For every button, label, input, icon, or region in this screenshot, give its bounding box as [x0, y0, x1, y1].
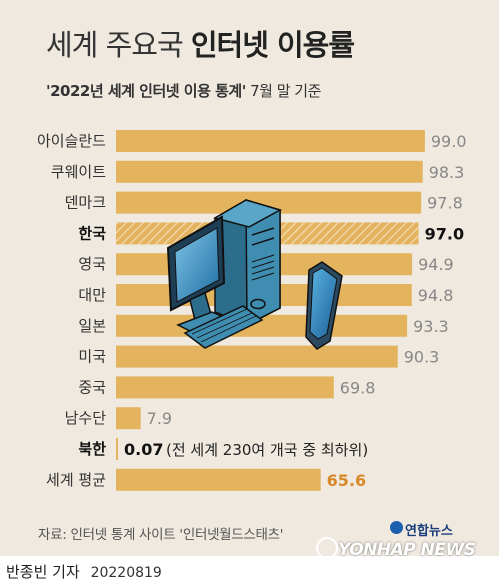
title-bold: 인터넷 이용률 — [190, 28, 355, 62]
category-label-덴마크: 덴마크 — [65, 194, 106, 212]
value-label-북한: 0.07 — [124, 440, 163, 459]
bar-chart: 아이슬란드 99.0 쿠웨이트 98.3 덴마크 97.8 한국 97.0 영국 94.9 대만 94… — [37, 130, 467, 491]
value-label-쿠웨이트: 98.3 — [429, 163, 465, 182]
value-label-남수단: 7.9 — [147, 409, 172, 428]
reporter-name: 반종빈 기자 — [6, 563, 80, 581]
title-light: 세계 주요국 — [46, 28, 184, 62]
yonhap-logo-icon — [390, 521, 403, 534]
category-label-한국: 한국 — [78, 224, 106, 242]
value-label-영국: 94.9 — [418, 255, 454, 274]
computer-illustration — [166, 198, 343, 350]
value-label-덴마크: 97.8 — [427, 194, 463, 213]
bar-중국 — [116, 376, 334, 399]
bar-아이슬란드 — [116, 130, 425, 152]
bar-남수단 — [116, 407, 141, 430]
desktop-computer-icon — [166, 198, 282, 349]
category-label-일본: 일본 — [78, 317, 106, 335]
publish-date: 20220819 — [90, 565, 162, 581]
value-label-미국: 90.3 — [404, 348, 440, 367]
logo-korean: 연합뉴스 — [405, 524, 453, 539]
category-label-아이슬란드: 아이슬란드 — [37, 132, 106, 150]
value-label-일본: 93.3 — [413, 317, 449, 336]
value-label-한국: 97.0 — [425, 224, 464, 243]
value-label-세계-평균: 65.6 — [327, 471, 366, 490]
category-label-대만: 대만 — [78, 286, 106, 304]
watermark-circle-icon — [316, 537, 338, 559]
smartphone-icon — [305, 261, 343, 350]
category-label-미국: 미국 — [78, 348, 106, 366]
bar-북한 — [116, 438, 118, 460]
category-label-북한: 북한 — [78, 440, 106, 458]
subtitle: '2022년 세계 인터넷 이용 통계' 7월 말 기준 — [46, 80, 321, 101]
category-label-중국: 중국 — [78, 378, 106, 396]
source-note: 자료: 인터넷 통계 사이트 '인터넷월드스태츠' — [38, 527, 284, 543]
value-label-아이슬란드: 99.0 — [431, 132, 467, 151]
category-label-세계-평균: 세계 평균 — [46, 471, 106, 489]
annotation-북한: (전 세계 230여 개국 중 최하위) — [166, 441, 368, 459]
subtitle-bold: '2022년 세계 인터넷 이용 통계' — [46, 82, 246, 100]
subtitle-rest: 7월 말 기준 — [250, 82, 321, 100]
value-label-대만: 94.8 — [418, 286, 454, 305]
bar-세계-평균 — [116, 468, 321, 491]
category-label-영국: 영국 — [78, 255, 106, 273]
bar-쿠웨이트 — [116, 160, 423, 183]
bar-미국 — [116, 345, 398, 368]
category-label-쿠웨이트: 쿠웨이트 — [51, 163, 106, 181]
byline: 반종빈 기자 20220819 — [6, 561, 162, 582]
page-title: 세계 주요국 인터넷 이용률 — [46, 22, 355, 64]
logo-english: YONHAP NEWS — [338, 540, 476, 560]
category-label-남수단: 남수단 — [65, 409, 107, 427]
value-label-중국: 69.8 — [340, 378, 376, 397]
bar-덴마크 — [116, 191, 422, 214]
